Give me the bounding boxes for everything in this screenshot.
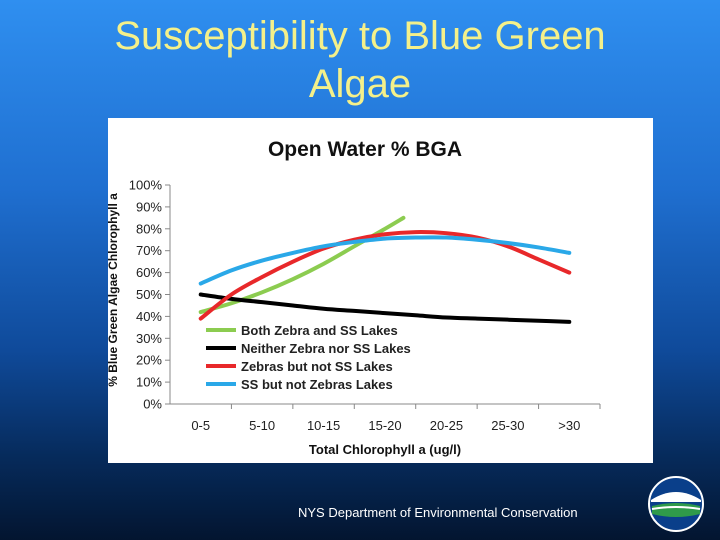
y-axis-label: % Blue Green Algae Chlorophyll a	[108, 193, 120, 387]
series-line-2	[198, 230, 572, 321]
y-tick-label: 50%	[136, 287, 162, 302]
y-tick-label: 90%	[136, 199, 162, 214]
y-tick-label: 60%	[136, 265, 162, 280]
slide-title-line2: Algae	[308, 62, 412, 106]
series-line-0	[198, 215, 406, 315]
x-tick-label: 0-5	[191, 418, 210, 433]
y-tick-label: 0%	[143, 397, 162, 412]
y-tick-label: 30%	[136, 331, 162, 346]
x-tick-label: 20-25	[430, 418, 463, 433]
series-line-1	[198, 292, 572, 324]
slide-title-line1: Susceptibility to Blue Green	[114, 14, 606, 58]
x-tick-label: >30	[558, 418, 580, 433]
legend-entry-2: Zebras but not SS Lakes	[241, 359, 393, 374]
nys-dec-logo-icon	[648, 476, 704, 532]
x-tick-label: 5-10	[249, 418, 275, 433]
y-tick-label: 80%	[136, 221, 162, 236]
series-line-3	[198, 235, 572, 286]
legend-entry-0: Both Zebra and SS Lakes	[241, 323, 398, 338]
legend-entry-1: Neither Zebra nor SS Lakes	[241, 341, 411, 356]
x-tick-label: 15-20	[368, 418, 401, 433]
y-tick-label: 40%	[136, 309, 162, 324]
x-tick-label: 25-30	[491, 418, 524, 433]
chart-title: Open Water % BGA	[268, 138, 462, 161]
chart-panel: Open Water % BGA 0% 10% 20% 30% 40% 50% 60% 70%…	[108, 118, 653, 463]
y-tick-label: 70%	[136, 243, 162, 258]
y-tick-label: 100%	[129, 178, 163, 193]
y-tick-label: 10%	[136, 375, 162, 390]
slide-title: Susceptibility to Blue Green Algae	[60, 12, 660, 108]
x-tick-label: 10-15	[307, 418, 340, 433]
legend-entry-3: SS but not Zebras Lakes	[241, 377, 393, 392]
y-tick-label: 20%	[136, 353, 162, 368]
footer-org-name: NYS Department of Environmental Conserva…	[298, 505, 578, 520]
x-axis-label: Total Chlorophyll a (ug/l)	[309, 442, 461, 457]
line-chart: Open Water % BGA 0% 10% 20% 30% 40% 50% 60% 70%…	[108, 138, 601, 457]
